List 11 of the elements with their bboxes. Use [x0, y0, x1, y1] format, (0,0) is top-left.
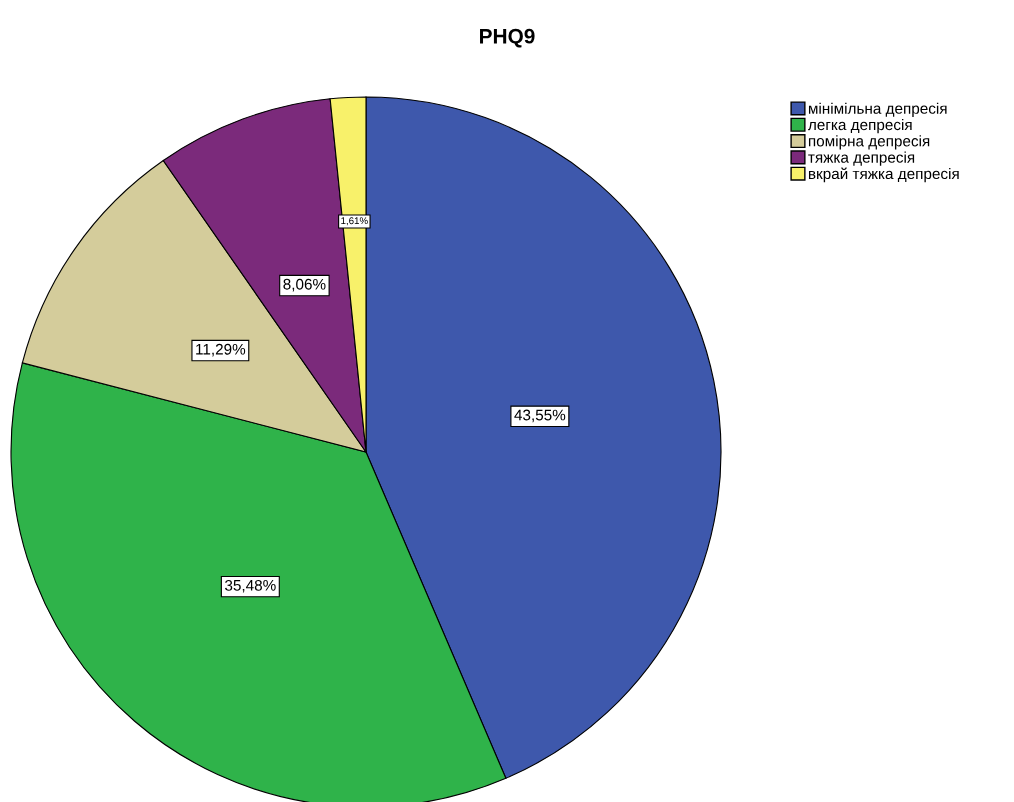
data-label: 11,29%: [196, 343, 246, 357]
data-label: 35,48%: [225, 579, 276, 593]
legend-label: тяжка депресія: [808, 151, 915, 166]
legend-label: мінімільна депресія: [808, 102, 947, 117]
legend-label: вкрай тяжка депресія: [808, 167, 959, 183]
data-label: 43,55%: [514, 409, 566, 423]
legend-label: легка депресія: [808, 118, 912, 134]
data-label: 8,06%: [283, 278, 326, 292]
chart-title: PHQ9: [480, 28, 535, 48]
legend-label: помірна депресія: [808, 135, 930, 150]
data-label: 1,61%: [341, 217, 368, 226]
